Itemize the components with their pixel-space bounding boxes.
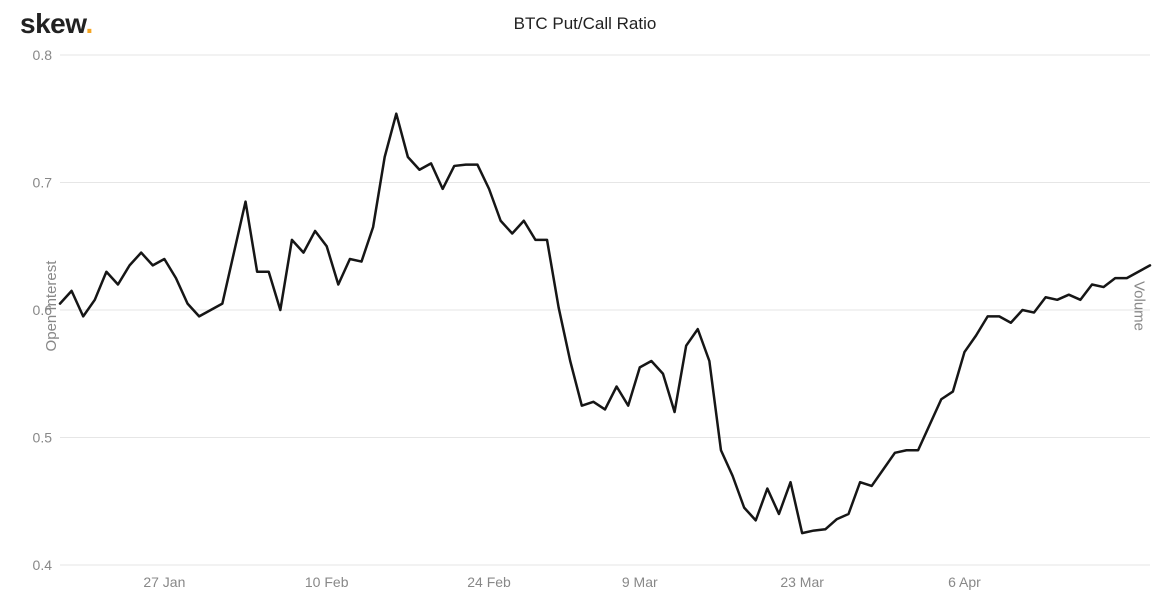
y-tick-label: 0.7 [33,175,53,191]
y-tick-label: 0.5 [33,430,53,446]
x-tick-label: 24 Feb [467,574,511,590]
y-tick-label: 0.6 [33,302,53,318]
x-tick-label: 10 Feb [305,574,349,590]
chart-container: skew. BTC Put/Call Ratio Open Interest V… [0,0,1170,611]
x-tick-label: 23 Mar [780,574,824,590]
x-tick-label: 6 Apr [948,574,981,590]
y-tick-label: 0.8 [33,47,53,63]
chart-svg: 0.4 0.5 0.6 0.7 0.8 27 Jan 10 Feb 24 Feb 9 Mar 23… [0,0,1170,611]
x-tick-label: 9 Mar [622,574,658,590]
x-tick-label: 27 Jan [143,574,185,590]
y-tick-label: 0.4 [33,557,53,573]
ratio-series-line [60,114,1150,533]
